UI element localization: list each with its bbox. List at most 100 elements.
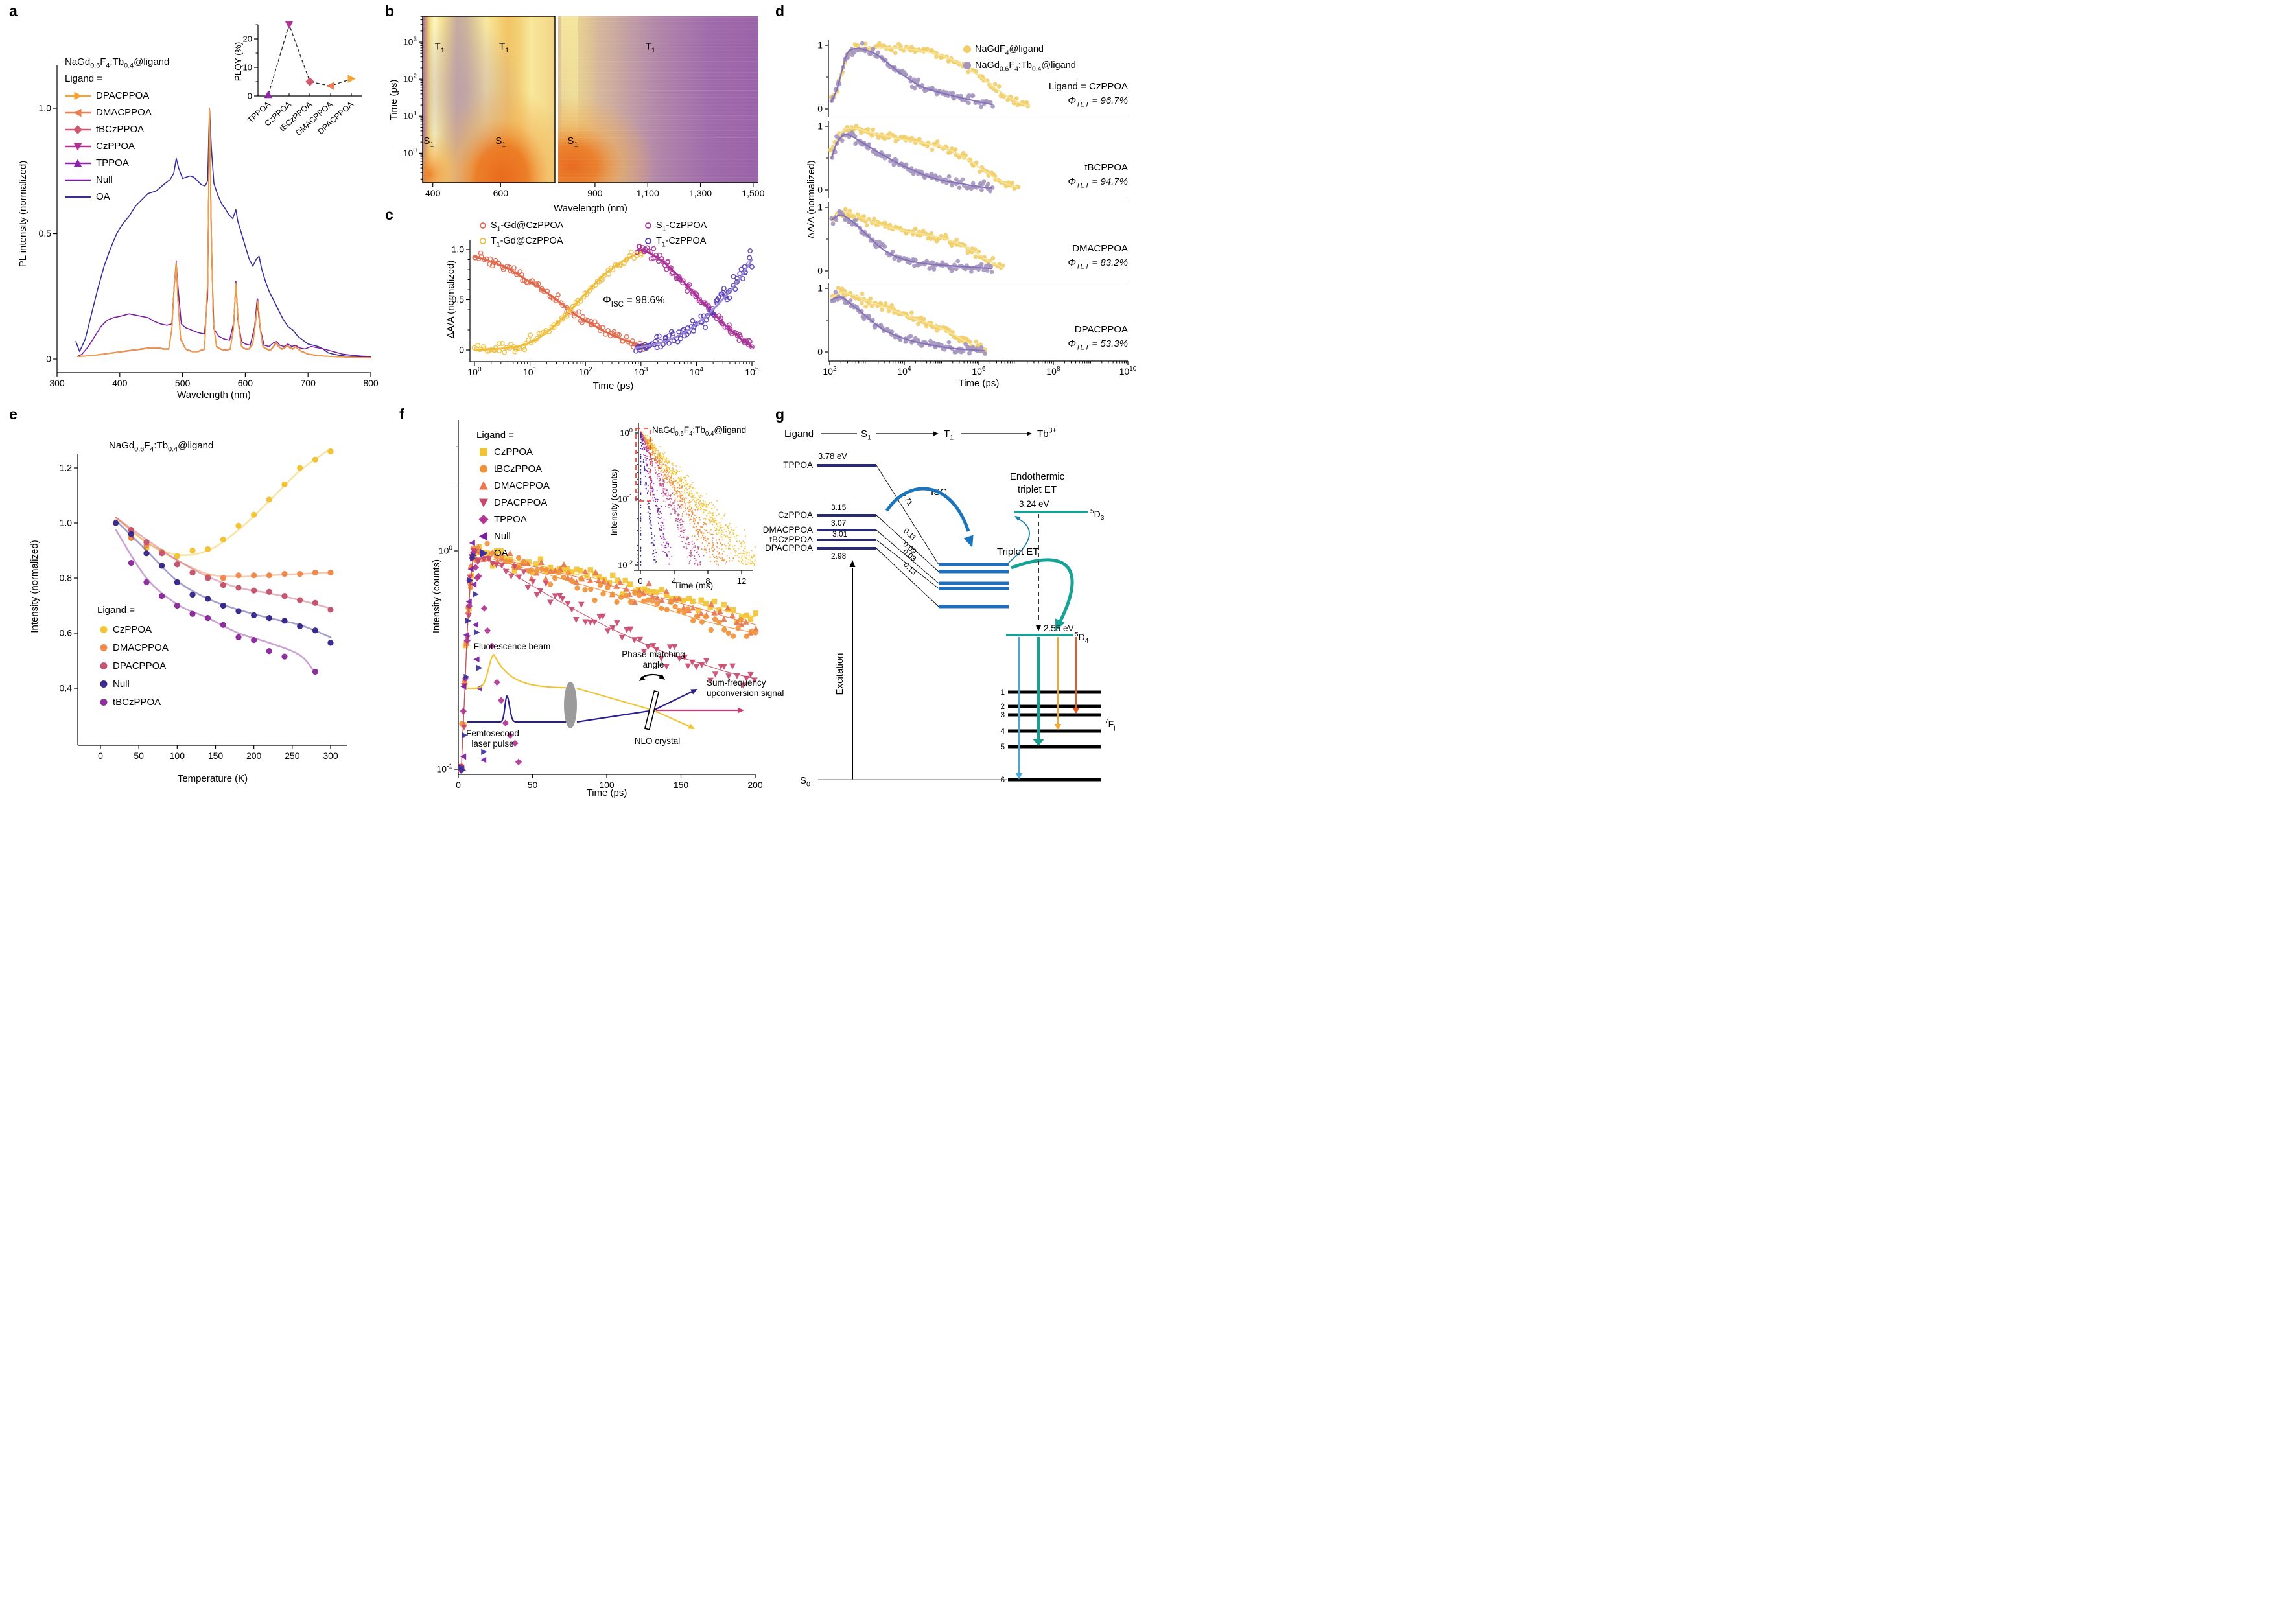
c-legend-item: S1-CzPPOA xyxy=(656,220,707,233)
b-region-label: S1 xyxy=(567,135,578,149)
y-tick: 20 xyxy=(243,34,252,44)
y-tick: 1 xyxy=(817,40,823,51)
f-schematic-phase-label: angle xyxy=(642,660,664,669)
f-legend-item: CzPPOA xyxy=(494,447,533,458)
g-header-tb: Tb3+ xyxy=(1037,427,1057,439)
x-tick: 400 xyxy=(112,378,128,388)
x-tick: 103 xyxy=(634,366,648,377)
x-tick: 0 xyxy=(456,780,461,790)
y-tick: 0 xyxy=(248,91,252,101)
x-tick: 150 xyxy=(674,780,689,790)
d-sub-0: 1 0 Ligand = CzPPOA ΦTET = 96.7% xyxy=(817,40,1128,120)
c-legend-item: T1-CzPPOA xyxy=(656,236,707,248)
f-inset-ylabel: Intensity (counts) xyxy=(609,469,619,536)
x-tick: 100 xyxy=(599,780,615,790)
x-tick: 250 xyxy=(285,750,300,761)
g-d3-term: 5D3 xyxy=(1090,508,1105,522)
a-legend-item: CzPPOA xyxy=(96,141,135,152)
y-tick: 0 xyxy=(46,354,51,364)
f-series-6 xyxy=(458,552,487,774)
y-tick: 0.5 xyxy=(39,228,52,238)
f-inset-highlight-box xyxy=(635,428,651,502)
y-tick: 100 xyxy=(403,147,417,158)
x-tick: 104 xyxy=(690,366,704,377)
f-ylabel: Intensity (counts) xyxy=(431,559,442,633)
f-series-5 xyxy=(458,539,487,771)
d-sub-label: Ligand = CzPPOA xyxy=(1049,81,1128,92)
x-tick: 300 xyxy=(49,378,65,388)
e-legend-item: tBCzPPOA xyxy=(113,697,161,708)
f-legend-item: DMACPPOA xyxy=(494,480,550,491)
g-fj-number: 5 xyxy=(1000,742,1005,751)
d-sub-1: 1 0 tBCPPOA ΦTET = 94.7% xyxy=(817,121,1128,201)
e-legend-item: DPACPPOA xyxy=(113,660,166,671)
y-tick: 0.5 xyxy=(452,294,465,305)
b-ylabel: Time (ps) xyxy=(388,80,399,121)
y-tick: 1.0 xyxy=(60,518,73,528)
g-connectors: 0.710.110.090.030.13 xyxy=(876,465,939,607)
g-endothermic-label: Endothermic xyxy=(1010,471,1065,482)
a-legend-item: DMACPPOA xyxy=(96,107,152,118)
x-tick: 800 xyxy=(363,378,379,388)
e-title: NaGd0.6F4:Tb0.4@ligand xyxy=(109,440,213,454)
f-schematic-femtosecond-label: Femtosecond xyxy=(466,728,519,738)
e-legend-title: Ligand = xyxy=(97,605,135,616)
x-tick: 0 xyxy=(638,576,642,586)
a-title: NaGd0.6F4:Tb0.4@ligand xyxy=(65,56,169,70)
f-schematic-nlo-crystal xyxy=(644,690,660,730)
g-s1-name: TPPOA xyxy=(783,460,813,470)
a-inset-ylabel: PLQY (%) xyxy=(233,42,243,82)
a-legend-item: tBCzPPOA xyxy=(96,124,144,135)
f-legend-title: Ligand = xyxy=(476,430,514,441)
y-tick: 10-2 xyxy=(618,559,633,570)
c-legend-item: T1-Gd@CzPPOA xyxy=(491,236,563,248)
y-tick: 10-1 xyxy=(436,763,452,774)
panel-label-f: f xyxy=(399,406,404,423)
d-legend-item: NaGd0.6F4:Tb0.4@ligand xyxy=(975,60,1076,73)
x-tick: 100 xyxy=(467,366,482,377)
a-legend-item: DPACPPOA xyxy=(96,90,149,101)
e-legend-item: DMACPPOA xyxy=(113,642,169,653)
y-tick: 102 xyxy=(403,73,417,84)
x-tick: 12 xyxy=(737,576,746,586)
g-s1-energy: 3.07 xyxy=(831,518,847,528)
y-tick: 1.0 xyxy=(39,103,52,113)
f-legend: Ligand = CzPPOA tBCzPPOA DMACPPOA DPACPPOA TP… xyxy=(476,430,550,559)
b-region-label: T1 xyxy=(646,41,655,54)
g-s1-name: DPACPPOA xyxy=(765,543,813,553)
g-fj-number: 4 xyxy=(1000,726,1005,736)
g-header: Ligand S1 T1 Tb3+ xyxy=(784,427,1057,442)
g-t1-levels xyxy=(939,563,1009,609)
f-inset-xlabel: Time (ms) xyxy=(674,581,713,590)
y-tick: 0.8 xyxy=(60,573,73,583)
f-inset-decay-2 xyxy=(640,431,705,566)
e-legend-item: Null xyxy=(113,679,130,690)
g-d4-term: 5D4 xyxy=(1075,631,1089,645)
panel-a: 0 0.5 1.0 300 400 500 600 700 800 PL intensity (n… xyxy=(18,21,379,401)
f-series-3 xyxy=(457,548,758,770)
c-annotation: ΦISC = 98.6% xyxy=(603,295,665,308)
g-fj-term: 7Fj xyxy=(1105,718,1115,732)
f-inset-title: NaGd0.6F4:Tb0.4@ligand xyxy=(652,425,746,437)
x-tick: 600 xyxy=(493,188,509,198)
d-legend-item: NaGdF4@ligand xyxy=(975,44,1044,56)
panel-label-d: d xyxy=(775,3,785,19)
f-schematic-sum-label: upconversion signal xyxy=(707,688,784,698)
b-region-label: T1 xyxy=(435,41,445,54)
a-legend-item: Null xyxy=(96,174,113,185)
panel-label-e: e xyxy=(9,406,18,423)
y-tick: 101 xyxy=(403,110,417,121)
c-legend-item: S1-Gd@CzPPOA xyxy=(491,220,564,233)
panel-label-b: b xyxy=(385,3,395,19)
panel-e: 0.4 0.6 0.8 1.0 1.2 0 50 100 150 200 250 300 Intensi… xyxy=(29,440,347,784)
x-tick: 200 xyxy=(747,780,763,790)
f-schematic-lens xyxy=(564,682,577,728)
e-legend: Ligand = CzPPOA DMACPPOA DPACPPOA Null tBCzPP… xyxy=(97,605,169,708)
x-tick: 105 xyxy=(745,366,759,377)
x-tick: 900 xyxy=(587,188,603,198)
f-schematic-sum-label: Sum-frequency xyxy=(707,678,766,688)
f-xlabel: Time (ps) xyxy=(587,787,627,798)
g-s1-name: CzPPOA xyxy=(778,510,813,520)
